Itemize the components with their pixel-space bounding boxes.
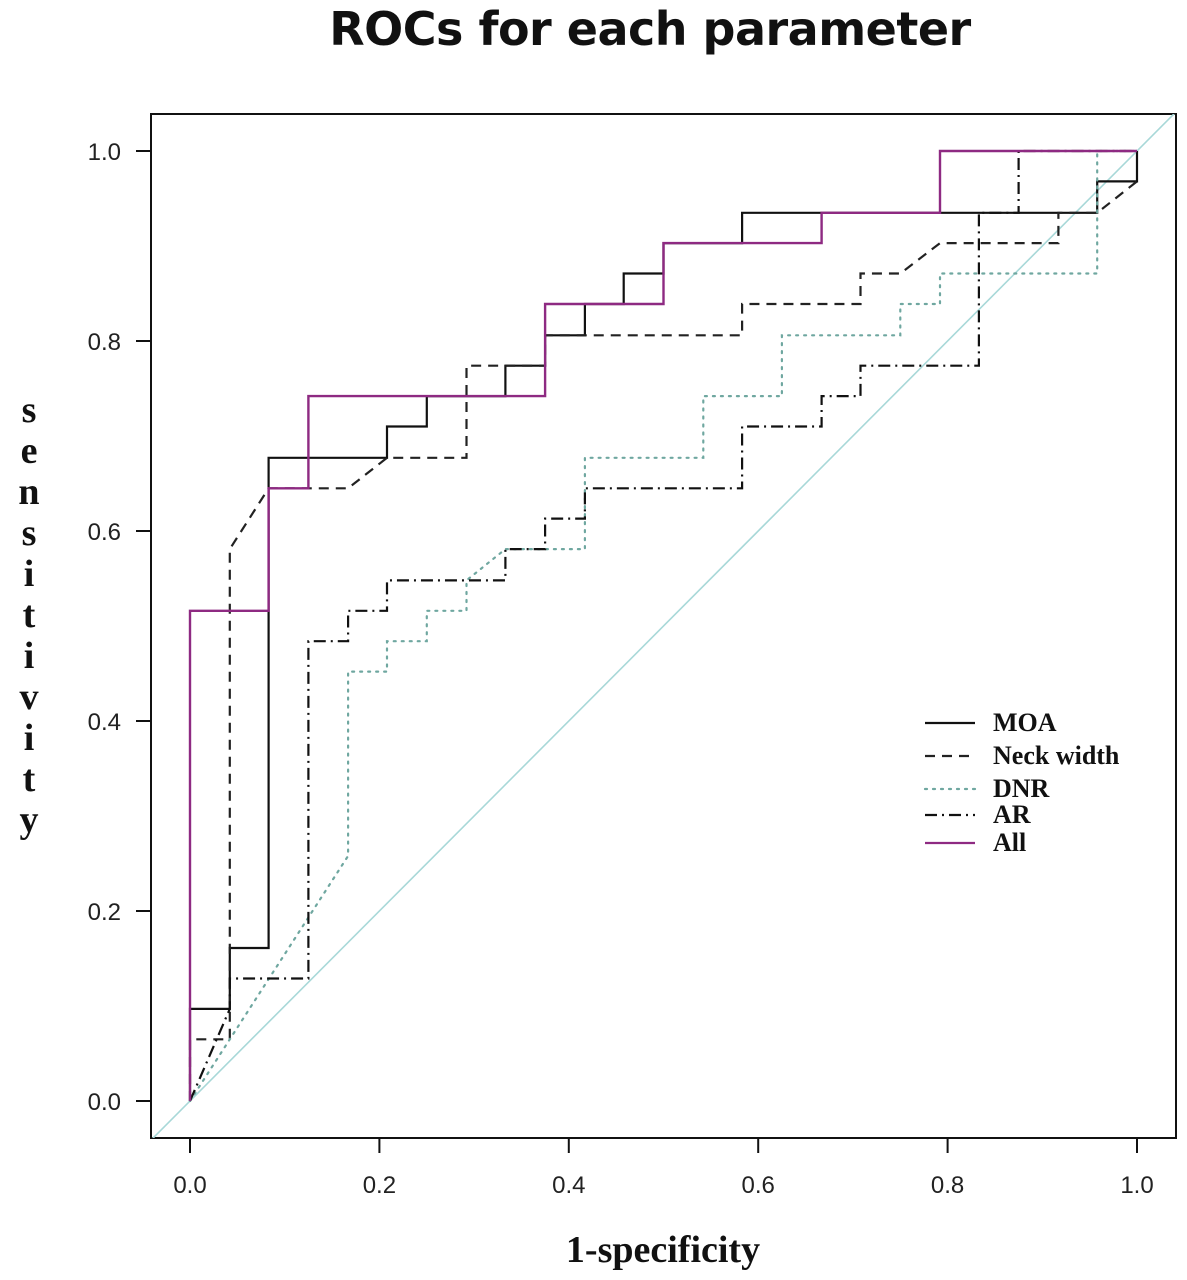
x-tick-label: 0.6 <box>742 1172 775 1199</box>
x-axis-title: 1-specificity <box>566 1229 760 1271</box>
y-tick-label: 0.6 <box>88 519 121 546</box>
legend-label: AR <box>993 800 1031 829</box>
y-tick-label: 0.2 <box>88 899 121 926</box>
y-tick-label: 0.4 <box>88 709 121 736</box>
series-line-dnr <box>188 149 1139 1103</box>
y-axis-title-letter: t <box>23 594 36 636</box>
series-line-all <box>188 149 1137 1101</box>
series-lines <box>188 149 1139 1103</box>
y-tick-label: 0.8 <box>88 329 121 356</box>
y-axis-title-letter: t <box>23 758 36 800</box>
legend-label: Neck width <box>993 741 1120 770</box>
y-axis-title-letter: i <box>24 635 35 677</box>
y-axis-title-letter: s <box>22 389 37 431</box>
y-axis-title-letter: s <box>22 512 37 554</box>
y-axis-title-letter: i <box>24 717 35 759</box>
x-axis: 0.0 0.2 0.4 0.6 0.8 1.0 <box>173 1138 1154 1199</box>
y-axis-title-letter: i <box>24 553 35 595</box>
y-axis-title-letter: v <box>20 676 39 718</box>
chart-title: ROCs for each parameter <box>329 2 971 56</box>
x-tick-label: 0.8 <box>931 1172 964 1199</box>
plot-area <box>150 113 1177 1139</box>
series-line-ar <box>188 149 1137 1102</box>
legend-label: All <box>993 828 1026 857</box>
legend-label: DNR <box>993 774 1050 803</box>
x-tick-label: 0.4 <box>552 1172 585 1199</box>
legend-label: MOA <box>993 708 1057 737</box>
x-tick-label: 0.0 <box>173 1172 206 1199</box>
y-tick-label: 1.0 <box>88 139 121 166</box>
y-axis-title-letter: y <box>20 799 39 841</box>
y-tick-label: 0.0 <box>88 1089 121 1116</box>
plot-frame <box>150 113 1177 1139</box>
x-tick-label: 0.2 <box>363 1172 396 1199</box>
y-axis-title-letter: n <box>18 471 39 513</box>
reference-diagonal <box>151 114 1176 1138</box>
chance-diagonal-line <box>151 114 1176 1138</box>
x-tick-label: 1.0 <box>1120 1172 1153 1199</box>
y-axis-title-letter: e <box>21 430 38 472</box>
y-axis: 0.0 0.2 0.4 0.6 0.8 1.0 <box>88 139 151 1116</box>
